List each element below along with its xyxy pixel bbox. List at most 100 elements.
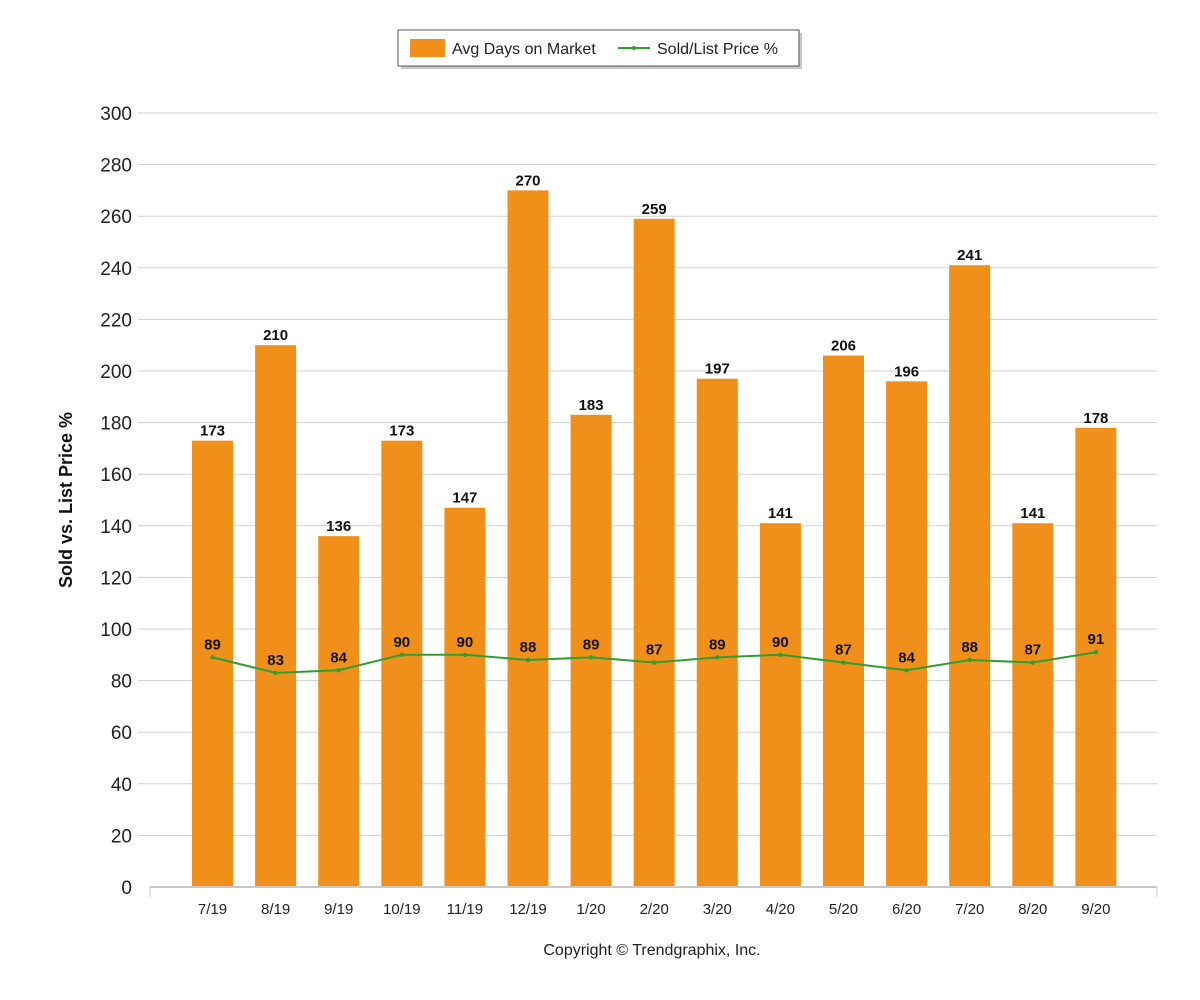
bar [444, 507, 486, 887]
x-tick-label: 8/20 [1018, 901, 1047, 918]
x-tick-label: 4/20 [766, 901, 795, 918]
bar-value-label: 178 [1083, 410, 1108, 427]
x-tick-label: 7/19 [198, 901, 227, 918]
x-tick-label: 2/20 [640, 901, 669, 918]
bar-series [192, 190, 1117, 888]
bar [633, 218, 675, 887]
bar [318, 536, 360, 887]
x-tick-label: 7/20 [955, 901, 984, 918]
y-tick-label: 240 [100, 259, 132, 280]
y-axis-title: Sold vs. List Price % [56, 412, 76, 588]
x-axis [149, 886, 1158, 897]
line-value-label: 90 [393, 634, 410, 651]
bar [823, 355, 864, 887]
x-axis-ticks: 7/19 8/19 9/19 10/19 11/19 12/19 1/20 2/20 3/20 4… [198, 901, 1111, 918]
x-tick-label: 12/19 [509, 901, 547, 918]
y-tick-label: 40 [111, 775, 132, 796]
y-tick-label: 120 [100, 568, 132, 589]
bar-value-label: 141 [1020, 505, 1045, 522]
x-tick-label: 6/20 [892, 901, 921, 918]
bar [949, 265, 991, 888]
line-point [399, 652, 404, 657]
line-value-label: 87 [646, 642, 663, 659]
y-tick-label: 260 [100, 207, 132, 228]
y-tick-label: 220 [100, 310, 132, 331]
y-tick-label: 200 [100, 362, 132, 383]
legend-label-bars: Avg Days on Market [452, 41, 596, 58]
bar [255, 345, 297, 887]
y-tick-label: 140 [100, 517, 132, 538]
line-data-labels: 89 83 84 90 90 88 89 87 89 90 87 84 88 87 91 [204, 631, 1104, 669]
line-value-label: 90 [772, 634, 789, 651]
legend-swatch-marker [632, 46, 636, 50]
line-value-label: 87 [1024, 642, 1041, 659]
y-tick-label: 180 [100, 414, 132, 435]
line-value-label: 87 [835, 642, 852, 659]
x-tick-label: 5/20 [829, 901, 858, 918]
bar [1075, 427, 1117, 887]
x-tick-label: 9/19 [324, 901, 353, 918]
y-tick-label: 20 [111, 826, 132, 847]
line-point [1030, 660, 1036, 665]
y-tick-label: 60 [111, 723, 132, 744]
legend-swatch-bars [410, 39, 445, 57]
y-tick-label: 100 [100, 620, 132, 641]
bar-value-label: 173 [389, 423, 414, 440]
bar [570, 414, 612, 887]
line-value-label: 88 [961, 639, 978, 656]
line-value-label: 89 [709, 636, 726, 653]
y-tick-label: 80 [111, 672, 132, 693]
bar [886, 381, 928, 887]
bar-value-label: 141 [768, 505, 793, 522]
bar-data-labels: 173 210 136 173 147 270 183 259 197 141 206 196 241 1… [200, 172, 1108, 535]
line-value-label: 91 [1088, 631, 1105, 648]
line-value-label: 90 [457, 634, 474, 651]
line-point [273, 670, 278, 676]
x-tick-label: 1/20 [576, 901, 605, 918]
bar-value-label: 259 [642, 201, 667, 218]
copyright-text: Copyright © Trendgraphix, Inc. [543, 942, 760, 959]
bar-value-label: 197 [705, 361, 730, 378]
line-point [967, 657, 972, 663]
line-value-label: 89 [583, 636, 600, 653]
line-point [210, 655, 215, 660]
bar [507, 190, 549, 887]
legend-box [397, 29, 800, 67]
legend-label-line: Sold/List Price % [657, 41, 778, 58]
bar-value-label: 147 [452, 490, 477, 507]
bar-value-label: 183 [579, 397, 604, 414]
y-tick-label: 160 [100, 465, 132, 486]
line-point [336, 668, 341, 673]
line-value-label: 89 [204, 636, 221, 653]
line-point [588, 655, 594, 660]
bar-value-label: 270 [515, 172, 540, 189]
line-point [904, 668, 909, 673]
line-value-label: 84 [898, 649, 915, 666]
line-value-label: 83 [267, 652, 284, 669]
bar [381, 440, 423, 887]
y-tick-label: 280 [100, 156, 132, 177]
bar-value-label: 210 [263, 327, 288, 344]
line-point [652, 660, 657, 665]
bar-value-label: 136 [326, 518, 351, 535]
x-tick-label: 10/19 [383, 901, 421, 918]
x-tick-label: 8/19 [261, 901, 290, 918]
legend: Avg Days on Market Sold/List Price % [397, 29, 802, 69]
y-tick-label: 300 [100, 104, 132, 125]
bar-value-label: 196 [894, 363, 919, 380]
x-tick-label: 11/19 [447, 901, 483, 918]
y-tick-label: 0 [121, 878, 132, 899]
bar [1012, 523, 1054, 887]
bar [192, 440, 233, 887]
y-axis-ticks: 0 20 40 60 80 100 120 140 160 180 200 220 240 260 280 3… [100, 104, 132, 899]
line-series [210, 650, 1099, 676]
line-value-label: 88 [520, 639, 537, 656]
line-point [715, 655, 720, 660]
line-point [462, 652, 468, 657]
x-tick-label: 3/20 [703, 901, 732, 918]
bar [759, 523, 801, 887]
bar-value-label: 173 [200, 423, 225, 440]
x-tick-label: 9/20 [1081, 901, 1110, 918]
bar-value-label: 241 [957, 247, 982, 264]
